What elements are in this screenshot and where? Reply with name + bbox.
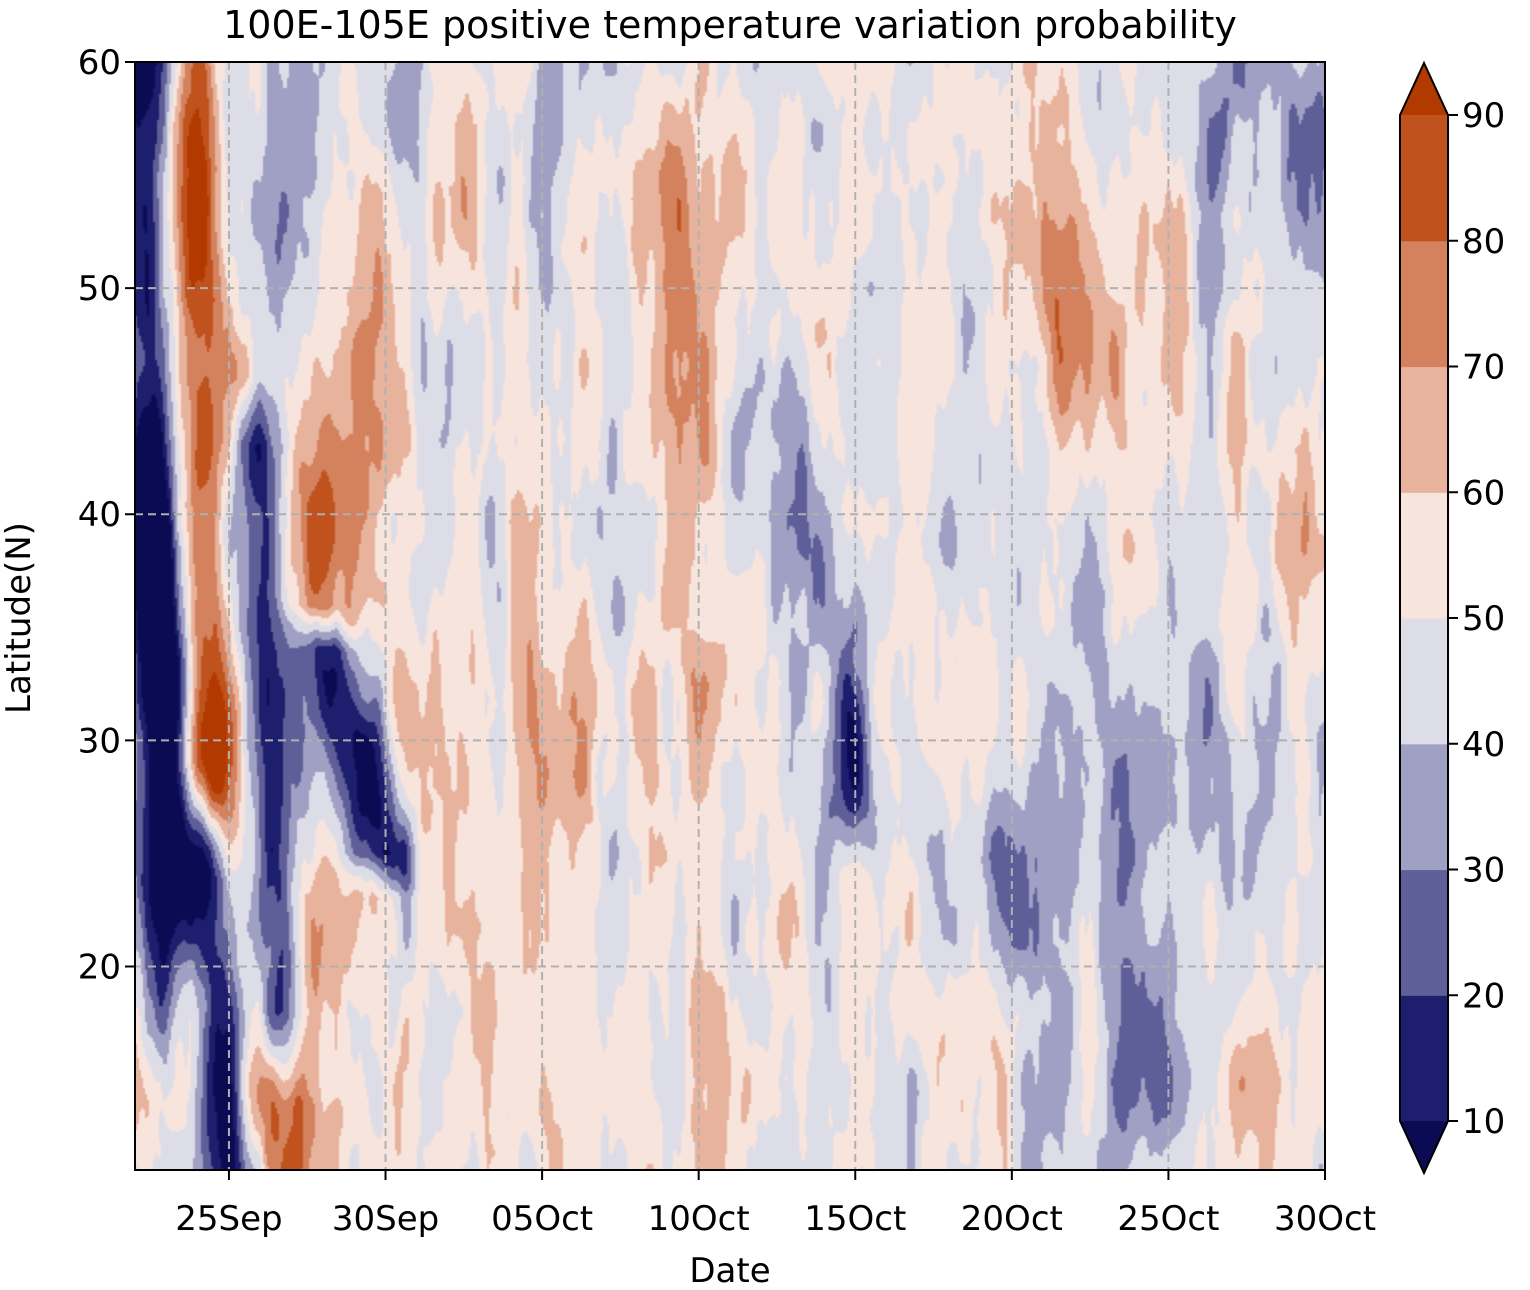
colorbar-tick-label: 10	[1462, 1102, 1505, 1142]
colorbar-extend-max	[1400, 63, 1448, 115]
colorbar-tick-label: 90	[1462, 96, 1505, 136]
y-tick-label: 60	[78, 43, 121, 83]
colorbar-segment	[1400, 869, 1448, 996]
y-tick-label: 30	[78, 721, 121, 761]
x-axis: 25Sep 30Sep 05Oct 10Oct 15Oct 20Oct 25Oct 30Oct	[175, 1170, 1376, 1239]
colorbar-tick-label: 20	[1462, 976, 1505, 1016]
colorbar-segment	[1400, 240, 1448, 368]
colorbar: 10 20 30 40 50 60 70 80 90	[1399, 60, 1505, 1176]
x-tick-label: 30Oct	[1274, 1199, 1376, 1239]
colorbar-tick-label: 70	[1462, 348, 1505, 388]
grid-lines	[135, 62, 1325, 1170]
x-tick-label: 25Sep	[175, 1199, 282, 1239]
x-tick-label: 25Oct	[1117, 1199, 1219, 1239]
y-tick-label: 40	[78, 495, 121, 535]
colorbar-segment	[1400, 995, 1448, 1122]
x-tick-label: 30Sep	[332, 1199, 439, 1239]
colorbar-tick-label: 80	[1462, 222, 1505, 262]
y-axis-label: Latitude(N)	[0, 522, 39, 714]
x-axis-label: Date	[689, 1251, 770, 1290]
contour-field	[135, 62, 1325, 1170]
colorbar-segment	[1400, 115, 1448, 242]
y-axis: 20 30 40 50 60	[78, 43, 135, 987]
y-tick-label: 50	[78, 269, 121, 309]
colorbar-segment	[1400, 743, 1448, 871]
colorbar-segment	[1400, 618, 1448, 745]
colorbar-segment	[1400, 492, 1448, 619]
colorbar-extend-min	[1400, 1121, 1448, 1173]
colorbar-tick-label: 30	[1462, 851, 1505, 891]
y-tick-label: 20	[78, 947, 121, 987]
x-tick-label: 10Oct	[648, 1199, 750, 1239]
x-tick-label: 15Oct	[804, 1199, 906, 1239]
plot-frame	[134, 61, 1326, 1171]
colorbar-segment	[1400, 366, 1448, 493]
colorbar-tick-label: 50	[1462, 599, 1505, 639]
x-tick-label: 20Oct	[961, 1199, 1063, 1239]
colorbar-tick-label: 60	[1462, 473, 1505, 513]
chart-title: 100E-105E positive temperature variation…	[223, 3, 1237, 47]
colorbar-tick-label: 40	[1462, 725, 1505, 765]
plot-area	[135, 62, 1325, 1170]
x-tick-label: 05Oct	[491, 1199, 593, 1239]
